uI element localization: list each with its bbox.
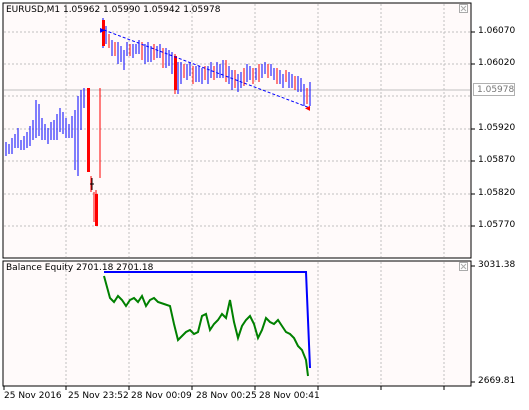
price-label: 1.05920 — [478, 123, 515, 133]
time-label: 25 Nov 23:52 — [68, 391, 129, 401]
time-label: 28 Nov 00:41 — [259, 391, 320, 401]
current-price-tag: 1.05978 — [473, 83, 515, 96]
price-label: 1.06020 — [478, 58, 515, 68]
price-label: 1.05870 — [478, 155, 515, 165]
time-label: 28 Nov 00:25 — [196, 391, 257, 401]
price-label: 1.06070 — [478, 26, 515, 36]
main-chart-area[interactable] — [3, 3, 471, 258]
close-subwindow-icon[interactable] — [459, 262, 468, 271]
buy-arrow-icon: ▸ — [100, 25, 105, 36]
price-label: 1.05820 — [478, 188, 515, 198]
indicator-min-label: 2669.81 — [478, 376, 515, 386]
indicator-title: Balance Equity 2701.18 2701.18 — [6, 263, 153, 273]
time-label: 28 Nov 00:09 — [131, 391, 192, 401]
price-label: 1.05770 — [478, 220, 515, 230]
close-arrow-icon: ◂ — [305, 103, 310, 114]
indicator-chart-area[interactable] — [3, 261, 471, 386]
time-axis-ticks — [4, 386, 444, 390]
time-label: 25 Nov 2016 — [4, 391, 62, 401]
close-indicator-icon[interactable] — [459, 4, 468, 13]
main-chart-title: EURUSD,M1 1.05962 1.05990 1.05942 1.0597… — [6, 5, 220, 15]
indicator-max-label: 3031.38 — [478, 260, 515, 270]
